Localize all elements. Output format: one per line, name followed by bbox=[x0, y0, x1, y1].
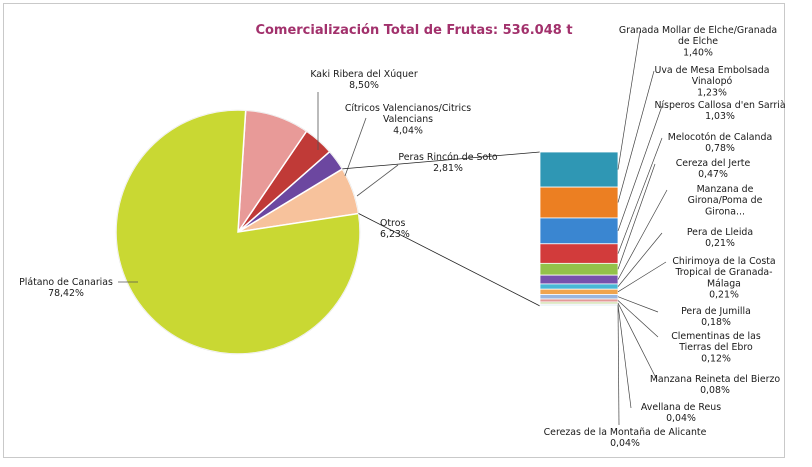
bar-segment-nisperos-callosa-d-en-sarria bbox=[539, 217, 619, 245]
bar-labels: Granada Mollar de Elche/Granada de Elche 1… bbox=[544, 25, 786, 449]
pie-label-citricos-valencianos-citrics-valencians-leader bbox=[344, 117, 367, 177]
bar-segment-chirimoya-de-la-costa-tropical-de-granada-malaga bbox=[539, 288, 619, 295]
bar-label-pera-de-jumilla: Pera de Jumilla 0,18% bbox=[681, 306, 751, 328]
bar-label-melocoton-de-calanda: Melocotón de Calanda 0,78% bbox=[668, 132, 772, 154]
chart-title: Comercialización Total de Frutas: 536.04… bbox=[255, 23, 572, 38]
bar-segment-clementinas-de-las-tierras-del-ebro bbox=[539, 298, 619, 303]
bar-label-uva-de-mesa-embolsada-vinalopo-leader bbox=[617, 70, 655, 203]
pie-label-peras-rincon-de-soto: Peras Rincón de Soto 2,81% bbox=[398, 152, 497, 174]
bar-segment-cereza-del-jerte bbox=[539, 262, 619, 276]
pie-label-peras-rincon-de-soto-leader bbox=[356, 164, 399, 197]
bar-label-cerezas-de-la-montana-de-alicante-leader bbox=[617, 305, 620, 426]
bar-segment-pera-de-jumilla bbox=[539, 294, 619, 300]
bar-label-uva-de-mesa-embolsada-vinalopo: Uva de Mesa Embolsada Vinalopó 1,23% bbox=[655, 65, 770, 98]
connector-lines bbox=[342, 151, 541, 307]
bar-segment-granada-mollar-de-elche-granada-de-elche bbox=[539, 151, 619, 188]
bar-label-granada-mollar-de-elche-granada-de-elche: Granada Mollar de Elche/Granada de Elche 1… bbox=[619, 25, 777, 58]
bar-label-manzana-reineta-del-bierzo: Manzana Reineta del Bierzo 0,08% bbox=[650, 374, 781, 396]
bar-label-clementinas-de-las-tierras-del-ebro: Clementinas de las Tierras del Ebro 0,12% bbox=[671, 331, 761, 364]
pie-label-otros: Otros 6,23% bbox=[380, 218, 410, 240]
bar-label-nisperos-callosa-d-en-sarria-leader bbox=[617, 105, 663, 232]
bar-label-cerezas-de-la-montana-de-alicante: Cerezas de la Montaña de Alicante 0,04% bbox=[544, 427, 707, 449]
bar-label-pera-de-lleida-leader bbox=[617, 232, 663, 287]
bar-segment-manzana-de-girona-poma-de-girona bbox=[539, 274, 619, 285]
bar-label-melocoton-de-calanda-leader bbox=[617, 137, 663, 254]
connector-top bbox=[342, 151, 541, 170]
bar-label-cereza-del-jerte-leader bbox=[617, 163, 656, 270]
bar-label-cereza-del-jerte: Cereza del Jerte 0,47% bbox=[676, 158, 751, 180]
bar-segments bbox=[539, 151, 619, 307]
bar-label-chirimoya-de-la-costa-tropical-de-granada-malaga: Chirimoya de la Costa Tropical de Granada… bbox=[672, 256, 775, 301]
bar-segment-melocoton-de-calanda bbox=[539, 243, 619, 264]
bar-label-chirimoya-de-la-costa-tropical-de-granada-malaga-leader bbox=[617, 261, 667, 293]
pie-label-platano-de-canarias: Plátano de Canarias 78,42% bbox=[19, 277, 113, 299]
bar-label-nisperos-callosa-d-en-sarria: Nísperos Callosa d'en Sarrià 1,03% bbox=[654, 100, 785, 122]
bar-label-manzana-de-girona-poma-de-girona: Manzana de Girona/Poma de Girona... bbox=[688, 184, 763, 217]
bar-label-pera-de-lleida: Pera de Lleida 0,21% bbox=[687, 227, 753, 249]
bar-label-avellana-de-reus-leader bbox=[617, 304, 632, 409]
pie-outline bbox=[115, 109, 361, 355]
pie-label-citricos-valencianos-citrics-valencians: Cítricos Valencianos/Citrics Valencians 4,… bbox=[345, 103, 471, 136]
pie-labels: Kaki Ribera del Xúquer 8,50% Cítricos Vale… bbox=[19, 69, 498, 299]
bar-segment-pera-de-lleida bbox=[539, 283, 619, 290]
pie-label-kaki-ribera-del-xuquer: Kaki Ribera del Xúquer 8,50% bbox=[310, 69, 417, 91]
bar-label-manzana-reineta-del-bierzo-leader bbox=[617, 302, 658, 381]
bar-segment-cerezas-de-la-montana-de-alicante bbox=[539, 304, 619, 307]
bar-label-avellana-de-reus: Avellana de Reus 0,04% bbox=[641, 402, 721, 424]
pie-slices bbox=[115, 109, 361, 355]
bar-label-granada-mollar-de-elche-granada-de-elche-leader bbox=[617, 30, 641, 170]
bar-segment-uva-de-mesa-embolsada-vinalopo bbox=[539, 186, 619, 219]
bar-label-manzana-de-girona-poma-de-girona-leader bbox=[617, 189, 668, 280]
bar-label-clementinas-de-las-tierras-del-ebro-leader bbox=[617, 300, 659, 338]
bar-label-pera-de-jumilla-leader bbox=[617, 296, 659, 313]
connector-bottom bbox=[358, 213, 541, 307]
